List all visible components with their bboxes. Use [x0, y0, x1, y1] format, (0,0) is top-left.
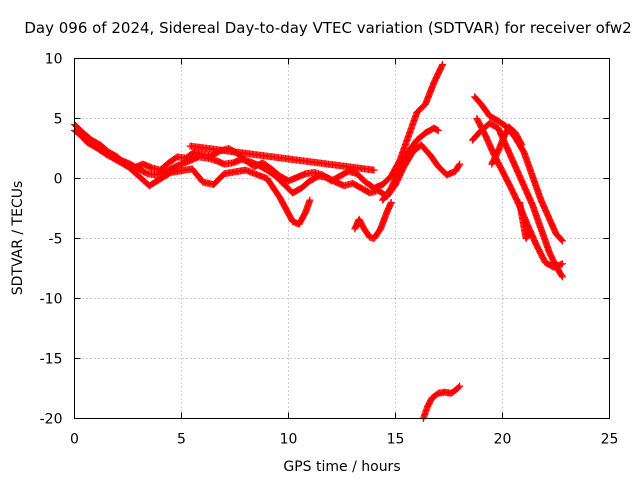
x-tick-label: 10 [280, 432, 298, 448]
x-tick-labels: 0 5 10 15 20 25 [70, 432, 618, 448]
data-point [558, 272, 566, 280]
data-point [306, 196, 314, 204]
data-point [526, 227, 534, 235]
series-mid-upper-trace [379, 124, 442, 204]
y-tick-label: 0 [54, 172, 63, 188]
data-point [558, 260, 566, 268]
y-tick-label: -15 [40, 352, 63, 368]
series-right-trace-e [516, 199, 534, 242]
data-point [558, 273, 566, 281]
x-tick-label: 5 [177, 432, 186, 448]
chart-title: Day 096 of 2024, Sidereal Day-to-day VTE… [24, 19, 631, 37]
data-point [455, 383, 463, 391]
data-point [518, 141, 526, 149]
series-low-dip-trace [351, 199, 395, 242]
y-tick-label: -20 [40, 412, 63, 428]
series-upper-trace [71, 61, 447, 192]
data-marks [71, 61, 566, 422]
y-tick-label: 5 [54, 112, 63, 128]
y-tick-labels: -20 -15 -10 -5 0 5 10 [40, 52, 63, 428]
data-point [526, 229, 534, 236]
y-axis-label: SDTVAR / TECUs [10, 181, 26, 296]
x-tick-label: 0 [70, 432, 79, 448]
series-bottom-segment [419, 382, 464, 422]
data-point [387, 199, 395, 206]
y-tick-label: -5 [49, 232, 63, 248]
x-axis-label: GPS time / hours [283, 459, 400, 475]
data-point [456, 382, 464, 390]
x-tick-label: 25 [601, 432, 619, 448]
data-point [456, 160, 464, 168]
data-point [439, 61, 447, 68]
data-point [558, 236, 566, 244]
series-isolated-points [186, 142, 378, 174]
series-lower-trace [81, 136, 314, 228]
x-tick-label: 15 [387, 432, 405, 448]
data-point [434, 127, 442, 134]
data-point [455, 161, 463, 169]
y-tick-label: 10 [45, 52, 63, 68]
y-tick-label: -10 [40, 292, 63, 308]
data-point [558, 237, 566, 245]
series-right-trace-b [469, 119, 566, 281]
plot-frame [74, 58, 610, 419]
data-point [517, 140, 525, 148]
data-point [370, 166, 378, 174]
series-right-trace-d [488, 123, 526, 168]
x-tick-label: 20 [494, 432, 512, 448]
data-point [438, 62, 446, 70]
